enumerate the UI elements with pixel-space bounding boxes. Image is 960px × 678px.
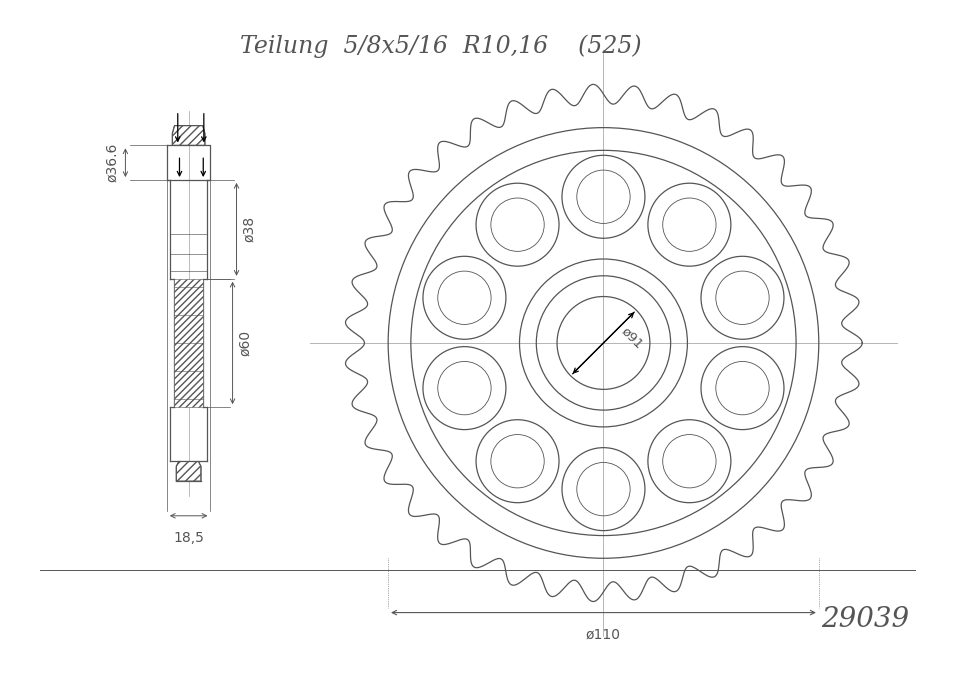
- Text: ø38: ø38: [243, 216, 256, 243]
- Text: ø36.6: ø36.6: [106, 143, 119, 182]
- Polygon shape: [173, 125, 204, 145]
- Text: 29039: 29039: [821, 606, 909, 633]
- Text: ø60: ø60: [238, 330, 252, 356]
- Polygon shape: [177, 462, 201, 481]
- Text: 18,5: 18,5: [173, 530, 204, 544]
- Text: Teilung  5/8x5/16  R10,16    (525): Teilung 5/8x5/16 R10,16 (525): [240, 35, 641, 58]
- Text: ø110: ø110: [586, 627, 621, 641]
- Text: ø91: ø91: [618, 325, 645, 351]
- Polygon shape: [175, 279, 203, 407]
